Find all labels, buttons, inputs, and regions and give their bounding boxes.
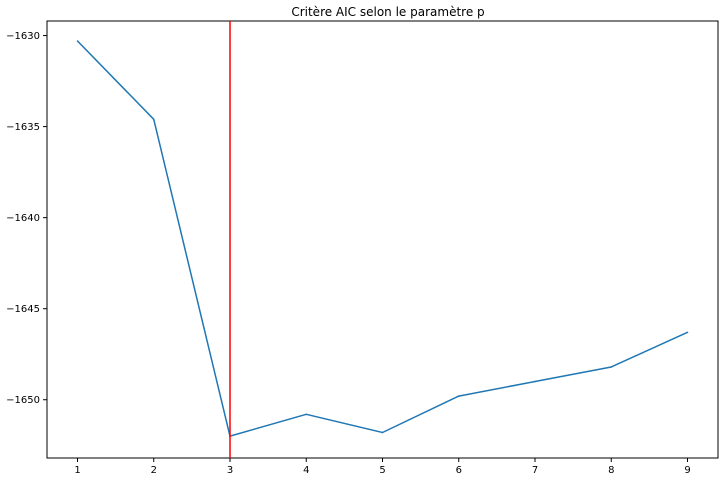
plot-area-frame	[46, 20, 719, 459]
x-tick-label: 3	[227, 465, 233, 476]
y-tick-label: −1630	[6, 31, 40, 42]
x-axis: 1 2 3 4 5 6 7 8 9	[74, 458, 691, 476]
y-tick-label: −1650	[6, 395, 40, 406]
x-tick-label: 5	[379, 465, 385, 476]
y-tick-label: −1635	[6, 122, 40, 133]
aic-data-point	[305, 413, 308, 416]
aic-data-point	[152, 118, 155, 121]
x-tick-label: 2	[151, 465, 157, 476]
aic-data-point	[610, 366, 613, 368]
aic-data-point	[76, 40, 79, 42]
aic-data-point	[686, 331, 689, 334]
aic-data-point	[534, 380, 536, 383]
x-tick-label: 4	[303, 465, 309, 476]
x-tick-label: 9	[684, 465, 690, 476]
chart-title: Critère AIC selon le paramètre p	[291, 5, 484, 19]
y-axis: −1650 −1645 −1640 −1635 −1630	[6, 31, 47, 406]
plot-marks	[76, 21, 689, 458]
aic-data-point	[457, 395, 460, 397]
y-tick-label: −1640	[6, 213, 40, 224]
y-tick-label: −1645	[6, 304, 40, 315]
x-tick-label: 6	[456, 465, 462, 476]
x-tick-label: 8	[608, 465, 614, 476]
x-tick-label: 1	[74, 465, 80, 476]
aic-series-line	[76, 40, 688, 437]
aic-data-point	[381, 431, 384, 434]
x-tick-label: 7	[532, 465, 538, 476]
